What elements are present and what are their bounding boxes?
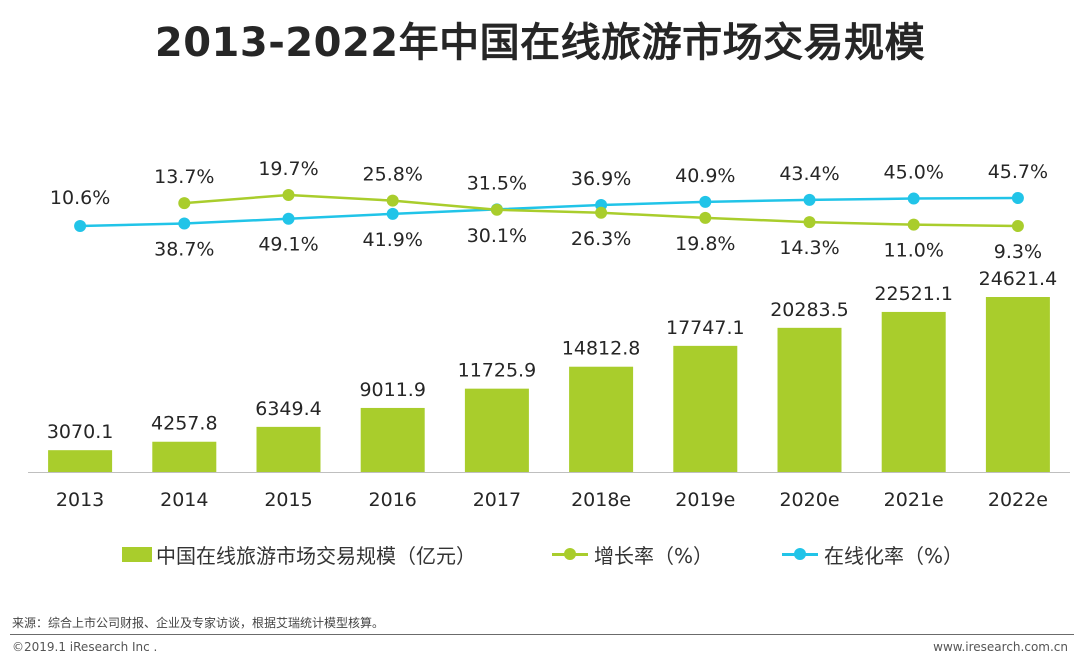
- growth-point-2017: [490, 203, 503, 216]
- chart-title: 2013-2022年中国在线旅游市场交易规模: [154, 20, 926, 66]
- legend-item-bar: 中国在线旅游市场交易规模（亿元）: [122, 540, 476, 568]
- growth-label-2020e: 14.3%: [779, 237, 839, 259]
- online-label-2018e: 36.9%: [571, 168, 631, 190]
- bar-label-2013: 3070.1: [47, 421, 113, 443]
- legend-bar-swatch: [122, 546, 152, 562]
- bar-label-2018e: 14812.8: [562, 338, 641, 360]
- legend-item-growth: 增长率（%）: [552, 540, 713, 568]
- bar-label-2019e: 17747.1: [666, 317, 745, 339]
- online-label-2015: 19.7%: [258, 158, 318, 180]
- bar-label-2014: 4257.8: [151, 413, 217, 435]
- website-link[interactable]: www.iresearch.com.cn: [933, 640, 1068, 654]
- growth-label-2021e: 11.0%: [884, 240, 944, 262]
- legend-growth-swatch: [552, 547, 588, 561]
- growth-point-2015: [282, 189, 295, 201]
- growth-point-2018e: [595, 206, 608, 219]
- x-tick-2017: 2017: [473, 489, 521, 511]
- growth-label-2014: 38.7%: [154, 239, 214, 261]
- online-point-2013: [74, 220, 87, 232]
- bar-2019e: [673, 345, 738, 472]
- online-line: [80, 196, 1018, 228]
- online-point-2020e: [803, 193, 816, 206]
- legend-online-label: 在线化率（%）: [824, 543, 964, 568]
- x-tick-2022e: 2022e: [988, 489, 1048, 511]
- legend: 中国在线旅游市场交易规模（亿元） 增长率（%） 在线化率（%）: [0, 540, 1080, 568]
- bar-label-2016: 9011.9: [359, 379, 425, 401]
- bar-label-2020e: 20283.5: [770, 299, 849, 321]
- bar-2018e: [569, 366, 634, 472]
- online-label-2020e: 43.4%: [779, 163, 839, 185]
- growth-label-2018e: 26.3%: [571, 228, 631, 250]
- online-label-2019e: 40.9%: [675, 165, 735, 187]
- online-label-2014: 13.7%: [154, 166, 214, 188]
- growth-label-2016: 41.9%: [363, 229, 423, 251]
- source-note: 来源：综合上市公司财报、企业及专家访谈，根据艾瑞统计模型核算。: [12, 616, 385, 630]
- growth-label-2017: 30.1%: [467, 225, 527, 247]
- bar-2015: [256, 426, 321, 472]
- chart-canvas: 3070.1 2013 4257.8 2014 6349.4 2015 9011.9 2016…: [28, 158, 1070, 511]
- x-tick-2013: 2013: [56, 489, 104, 511]
- copyright: ©2019.1 iResearch Inc .: [12, 640, 158, 654]
- online-point-2014: [178, 217, 191, 230]
- online-label-2022e: 45.7%: [988, 161, 1048, 183]
- x-tick-2020e: 2020e: [779, 489, 839, 511]
- bar-2020e: [777, 327, 842, 472]
- legend-growth-label: 增长率（%）: [594, 543, 714, 568]
- online-label-2021e: 45.0%: [884, 162, 944, 184]
- footer-divider: [10, 634, 1074, 635]
- growth-point-2021e: [907, 218, 920, 231]
- x-tick-2015: 2015: [264, 489, 312, 511]
- x-tick-2021e: 2021e: [884, 489, 944, 511]
- bar-2022e: [985, 297, 1050, 472]
- legend-online-swatch: [782, 547, 818, 561]
- online-point-2021e: [907, 192, 920, 205]
- online-label-2013: 10.6%: [50, 187, 110, 209]
- bar-2016: [360, 407, 425, 472]
- growth-label-2022e: 9.3%: [994, 241, 1042, 263]
- bar-2014: [152, 441, 217, 472]
- bar-2021e: [881, 311, 946, 472]
- online-point-2019e: [699, 195, 712, 208]
- bar-2017: [464, 388, 529, 472]
- bar-2013: [48, 450, 113, 472]
- bar-label-2017: 11725.9: [458, 360, 537, 382]
- x-tick-2018e: 2018e: [571, 489, 631, 511]
- bar-label-2021e: 22521.1: [874, 283, 953, 305]
- x-tick-2019e: 2019e: [675, 489, 735, 511]
- x-tick-2014: 2014: [160, 489, 208, 511]
- legend-item-online: 在线化率（%）: [782, 540, 963, 568]
- x-tick-2016: 2016: [369, 489, 417, 511]
- online-point-2022e: [1011, 192, 1024, 204]
- online-point-2016: [386, 207, 399, 220]
- growth-point-2019e: [699, 211, 712, 224]
- legend-bar-label: 中国在线旅游市场交易规模（亿元）: [156, 543, 476, 568]
- online-label-2017: 31.5%: [467, 172, 527, 194]
- bar-label-2022e: 24621.4: [979, 268, 1058, 290]
- growth-point-2014: [178, 197, 191, 210]
- growth-label-2019e: 19.8%: [675, 233, 735, 255]
- online-point-2015: [282, 212, 295, 225]
- growth-label-2015: 49.1%: [258, 234, 318, 256]
- online-label-2016: 25.8%: [363, 164, 423, 186]
- growth-point-2016: [386, 194, 399, 207]
- bar-label-2015: 6349.4: [255, 398, 321, 420]
- growth-point-2020e: [803, 216, 816, 229]
- growth-point-2022e: [1011, 220, 1024, 232]
